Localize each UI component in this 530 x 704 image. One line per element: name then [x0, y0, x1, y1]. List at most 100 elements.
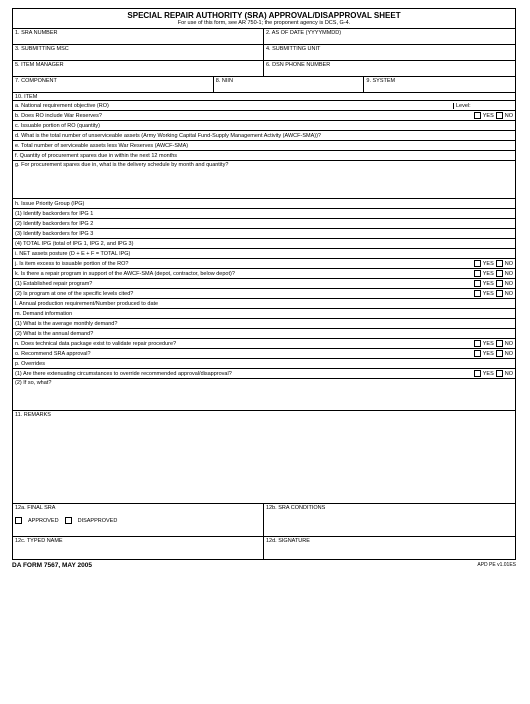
yn-j: YESNO [474, 260, 513, 267]
checkbox-b-no[interactable] [496, 112, 503, 119]
label-m: m. Demand information [15, 311, 513, 317]
line-g: g. For procurement spares due in, what i… [13, 161, 515, 199]
field-item[interactable]: 10. ITEM [13, 93, 515, 100]
no-label: NO [505, 113, 513, 119]
yn-k1: YESNO [474, 280, 513, 287]
yes-label: YES [483, 113, 494, 119]
line-f: f. Quantity of procurement spares due in… [13, 151, 515, 161]
label-m1: (1) What is the average monthly demand? [15, 321, 513, 327]
label-c: c. Issuable portion of RO (quantity) [15, 123, 513, 129]
field-sra-conditions[interactable]: 12b. SRA CONDITIONS [264, 504, 515, 536]
label-l: l. Annual production requirement/Number … [15, 301, 513, 307]
checkbox-k1-yes[interactable] [474, 280, 481, 287]
line-a: a. National requirement objective (RO) L… [13, 101, 515, 111]
field-sra-number[interactable]: 1. SRA NUMBER [13, 29, 264, 44]
checkbox-o-yes[interactable] [474, 350, 481, 357]
checkbox-k-no[interactable] [496, 270, 503, 277]
line-k2: (2) Is program at one of the specific le… [13, 289, 515, 299]
checkbox-j-no[interactable] [496, 260, 503, 267]
checkbox-b-yes[interactable] [474, 112, 481, 119]
label-k1: (1) Established repair program? [15, 281, 474, 287]
label-k2: (2) Is program at one of the specific le… [15, 291, 474, 297]
label-p2: (2) If so, what? [15, 380, 513, 386]
line-m2: (2) What is the annual demand? [13, 329, 515, 339]
field-system[interactable]: 9. SYSTEM [364, 77, 515, 92]
row-3-4: 3. SUBMITTING MSC 4. SUBMITTING UNIT [13, 45, 515, 61]
field-component[interactable]: 7. COMPONENT [13, 77, 214, 92]
row-10: 10. ITEM [13, 93, 515, 101]
approved-label: APPROVED [28, 518, 59, 524]
field-typed-name[interactable]: 12c. TYPED NAME [13, 537, 264, 559]
field-submitting-msc[interactable]: 3. SUBMITTING MSC [13, 45, 264, 60]
form-page: SPECIAL REPAIR AUTHORITY (SRA) APPROVAL/… [12, 8, 516, 560]
yn-o: YESNO [474, 350, 513, 357]
checkbox-n-no[interactable] [496, 340, 503, 347]
checkbox-k-yes[interactable] [474, 270, 481, 277]
row-1-2: 1. SRA NUMBER 2. AS OF DATE (YYYYMMDD) [13, 29, 515, 45]
line-m: m. Demand information [13, 309, 515, 319]
line-b: b. Does RO include War Reserves? YES NO [13, 111, 515, 121]
line-c: c. Issuable portion of RO (quantity) [13, 121, 515, 131]
line-k1: (1) Established repair program? YESNO [13, 279, 515, 289]
label-j: j. Is item excess to issuable portion of… [15, 261, 474, 267]
disapproved-label: DISAPPROVED [78, 518, 118, 524]
yn-b: YES NO [474, 112, 513, 119]
line-n: n. Does technical data package exist to … [13, 339, 515, 349]
checkbox-p1-yes[interactable] [474, 370, 481, 377]
form-version: APD PE v1.01ES [477, 562, 516, 569]
line-h3: (3) Identify backorders for IPG 3 [13, 229, 515, 239]
form-subtitle: For use of this form, see AR 750-1; the … [13, 20, 515, 26]
footer: DA FORM 7567, MAY 2005 APD PE v1.01ES [12, 562, 516, 569]
line-e: e. Total number of serviceable assets le… [13, 141, 515, 151]
yn-p1: YESNO [474, 370, 513, 377]
checkbox-disapproved[interactable] [65, 517, 72, 524]
line-h4: (4) TOTAL IPG (total of IPG 1, IPG 2, an… [13, 239, 515, 249]
field-as-of-date[interactable]: 2. AS OF DATE (YYYYMMDD) [264, 29, 515, 44]
checkbox-k2-no[interactable] [496, 290, 503, 297]
field-signature[interactable]: 12d. SIGNATURE [264, 537, 515, 559]
checkbox-o-no[interactable] [496, 350, 503, 357]
label-12a: 12a. FINAL SRA [15, 505, 261, 511]
label-e: e. Total number of serviceable assets le… [15, 143, 513, 149]
checkbox-k1-no[interactable] [496, 280, 503, 287]
label-level: Level: [453, 103, 513, 109]
checkbox-k2-yes[interactable] [474, 290, 481, 297]
label-n: n. Does technical data package exist to … [15, 341, 474, 347]
row-7-8-9: 7. COMPONENT 8. NIIN 9. SYSTEM [13, 77, 515, 93]
label-m2: (2) What is the annual demand? [15, 331, 513, 337]
yn-n: YESNO [474, 340, 513, 347]
row-12c-12d: 12c. TYPED NAME 12d. SIGNATURE [13, 537, 515, 559]
line-l: l. Annual production requirement/Number … [13, 299, 515, 309]
checkbox-n-yes[interactable] [474, 340, 481, 347]
label-k: k. Is there a repair program in support … [15, 271, 474, 277]
form-title: SPECIAL REPAIR AUTHORITY (SRA) APPROVAL/… [13, 11, 515, 20]
line-p2: (2) If so, what? [13, 379, 515, 411]
checkbox-j-yes[interactable] [474, 260, 481, 267]
label-p: p. Overrides [15, 361, 513, 367]
label-h2: (2) Identify backorders for IPG 2 [15, 221, 513, 227]
line-o: o. Recommend SRA approval? YESNO [13, 349, 515, 359]
line-m1: (1) What is the average monthly demand? [13, 319, 515, 329]
checkbox-p1-no[interactable] [496, 370, 503, 377]
field-dsn-phone[interactable]: 6. DSN PHONE NUMBER [264, 61, 515, 76]
line-h: h. Issue Priority Group (IPG) [13, 199, 515, 209]
line-i: i. NET assets posture (D + E + F = TOTAL… [13, 249, 515, 259]
field-submitting-unit[interactable]: 4. SUBMITTING UNIT [264, 45, 515, 60]
label-p1: (1) Are there extenuating circumstances … [15, 371, 474, 377]
yn-k2: YESNO [474, 290, 513, 297]
label-a: a. National requirement objective (RO) [15, 103, 453, 109]
checkbox-approved[interactable] [15, 517, 22, 524]
label-f: f. Quantity of procurement spares due in… [15, 153, 513, 159]
label-g: g. For procurement spares due in, what i… [15, 162, 513, 168]
label-i: i. NET assets posture (D + E + F = TOTAL… [15, 251, 513, 257]
label-h3: (3) Identify backorders for IPG 3 [15, 231, 513, 237]
line-k: k. Is there a repair program in support … [13, 269, 515, 279]
field-niin[interactable]: 8. NIIN [214, 77, 365, 92]
yn-k: YESNO [474, 270, 513, 277]
label-o: o. Recommend SRA approval? [15, 351, 474, 357]
field-remarks[interactable]: 11. REMARKS [13, 411, 515, 503]
line-h1: (1) Identify backorders for IPG 1 [13, 209, 515, 219]
label-h: h. Issue Priority Group (IPG) [15, 201, 513, 207]
row-11: 11. REMARKS [13, 411, 515, 504]
field-item-manager[interactable]: 5. ITEM MANAGER [13, 61, 264, 76]
